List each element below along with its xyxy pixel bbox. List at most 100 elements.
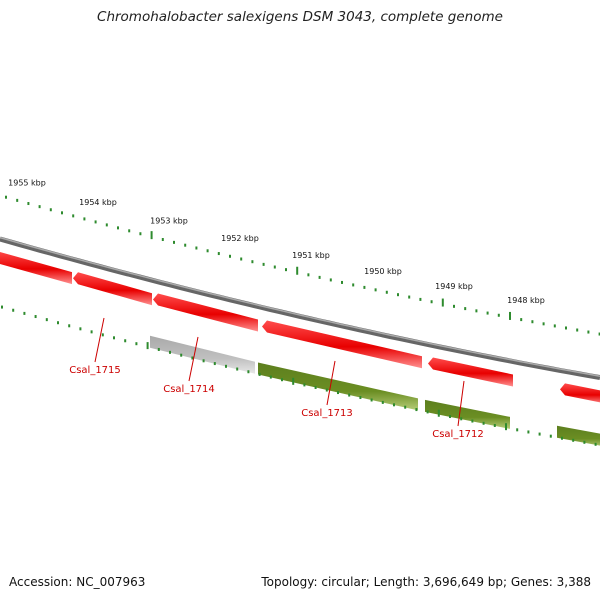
- scale-minor-tick: [531, 320, 534, 324]
- scale-minor-tick: [229, 254, 231, 258]
- inner-minor-tick: [549, 434, 552, 438]
- gene-csal-1715[interactable]: [153, 293, 258, 332]
- scale-minor-tick: [16, 198, 19, 202]
- gene-csal-1714[interactable]: [150, 335, 255, 374]
- gene-label[interactable]: Csal_1715: [69, 365, 121, 376]
- inner-minor-tick: [225, 364, 227, 368]
- scale-ruler-outer: [5, 195, 600, 336]
- inner-minor-tick: [23, 311, 26, 315]
- inner-minor-tick: [113, 336, 115, 340]
- inner-major-tick: [292, 377, 295, 385]
- scale-minor-tick: [49, 208, 52, 212]
- scale-minor-tick: [273, 265, 276, 269]
- scale-minor-tick: [128, 229, 131, 233]
- gene-csal-1713[interactable]: [258, 362, 418, 411]
- backbone-highlight: [0, 236, 600, 377]
- gene-label[interactable]: Csal_1714: [163, 384, 215, 395]
- inner-minor-tick: [482, 421, 485, 425]
- genome-backbone: [0, 236, 600, 381]
- scale-minor-tick: [139, 232, 142, 236]
- gene-feature[interactable]: [0, 251, 72, 285]
- inner-minor-tick: [135, 342, 138, 346]
- inner-minor-tick: [527, 430, 530, 434]
- scale-minor-tick: [329, 278, 332, 282]
- scale-label: 1951 kbp: [292, 251, 330, 260]
- inner-minor-tick: [370, 398, 373, 402]
- scale-minor-tick: [61, 211, 63, 215]
- scale-minor-tick: [587, 330, 590, 334]
- inner-minor-tick: [583, 440, 586, 444]
- scale-minor-tick: [374, 288, 377, 292]
- inner-minor-tick: [393, 403, 395, 407]
- inner-minor-tick: [90, 330, 93, 334]
- scale-minor-tick: [565, 326, 567, 330]
- scale-major-tick: [509, 311, 511, 320]
- gene-label[interactable]: Csal_1712: [432, 429, 484, 440]
- scale-label: 1955 kbp: [8, 179, 46, 188]
- inner-minor-tick: [68, 324, 71, 328]
- scale-minor-tick: [94, 220, 97, 224]
- label-leader-line: [457, 380, 465, 427]
- inner-minor-tick: [415, 408, 418, 412]
- inner-minor-tick: [258, 372, 261, 376]
- scale-label: 1949 kbp: [435, 282, 473, 291]
- gene-feature[interactable]: [262, 320, 422, 369]
- genome-summary-text: Topology: circular; Length: 3,696,649 bp…: [261, 575, 591, 589]
- scale-label: 1952 kbp: [221, 234, 259, 243]
- scale-minor-tick: [83, 217, 86, 221]
- scale-minor-tick: [497, 313, 500, 317]
- gene-label[interactable]: Csal_1713: [301, 408, 353, 419]
- inner-minor-tick: [449, 415, 451, 419]
- scale-label: 1953 kbp: [150, 217, 188, 226]
- inner-minor-tick: [460, 417, 463, 421]
- scale-minor-tick: [553, 324, 556, 328]
- scale-minor-tick: [408, 295, 411, 299]
- inner-minor-tick: [157, 347, 160, 351]
- scale-minor-tick: [486, 311, 489, 315]
- scale-minor-tick: [341, 280, 343, 284]
- inner-minor-tick: [169, 350, 171, 354]
- inner-minor-tick: [124, 339, 127, 343]
- scale-minor-tick: [453, 304, 455, 308]
- inner-major-tick: [505, 423, 507, 431]
- scale-minor-tick: [598, 332, 600, 336]
- inner-minor-tick: [471, 419, 474, 423]
- inner-minor-tick: [572, 438, 575, 442]
- inner-minor-tick: [281, 378, 283, 382]
- scale-minor-tick: [5, 195, 7, 199]
- scale-major-tick: [296, 266, 299, 275]
- inner-major-tick: [146, 342, 149, 350]
- inner-minor-tick: [348, 393, 351, 397]
- gene-track: [0, 251, 600, 448]
- inner-minor-tick: [12, 308, 15, 312]
- scale-minor-tick: [307, 273, 310, 277]
- scale-minor-tick: [542, 322, 545, 326]
- inner-minor-tick: [45, 318, 48, 322]
- scale-minor-tick: [251, 260, 254, 264]
- inner-minor-tick: [79, 327, 82, 331]
- inner-minor-tick: [303, 383, 306, 387]
- scale-minor-tick: [419, 297, 422, 301]
- inner-minor-tick: [337, 391, 339, 395]
- gene-feature[interactable]: [73, 272, 152, 306]
- scale-minor-tick: [195, 246, 198, 250]
- inner-minor-tick: [236, 367, 239, 371]
- scale-minor-tick: [430, 300, 433, 304]
- scale-minor-tick: [262, 262, 265, 266]
- gene-feature[interactable]: [557, 425, 600, 448]
- scale-label: 1948 kbp: [507, 296, 545, 305]
- inner-minor-tick: [314, 385, 317, 389]
- scale-minor-tick: [397, 293, 399, 297]
- scale-minor-tick: [38, 205, 41, 209]
- scale-label: 1950 kbp: [364, 267, 402, 276]
- label-leader-line: [326, 360, 336, 406]
- gene-feature[interactable]: [560, 383, 600, 404]
- scale-minor-tick: [576, 328, 579, 332]
- label-leader-line: [188, 336, 199, 382]
- backbone-line: [0, 236, 600, 381]
- gene-feature[interactable]: [428, 357, 513, 387]
- gene-csal-1712[interactable]: [425, 399, 510, 429]
- scale-minor-tick: [464, 307, 467, 311]
